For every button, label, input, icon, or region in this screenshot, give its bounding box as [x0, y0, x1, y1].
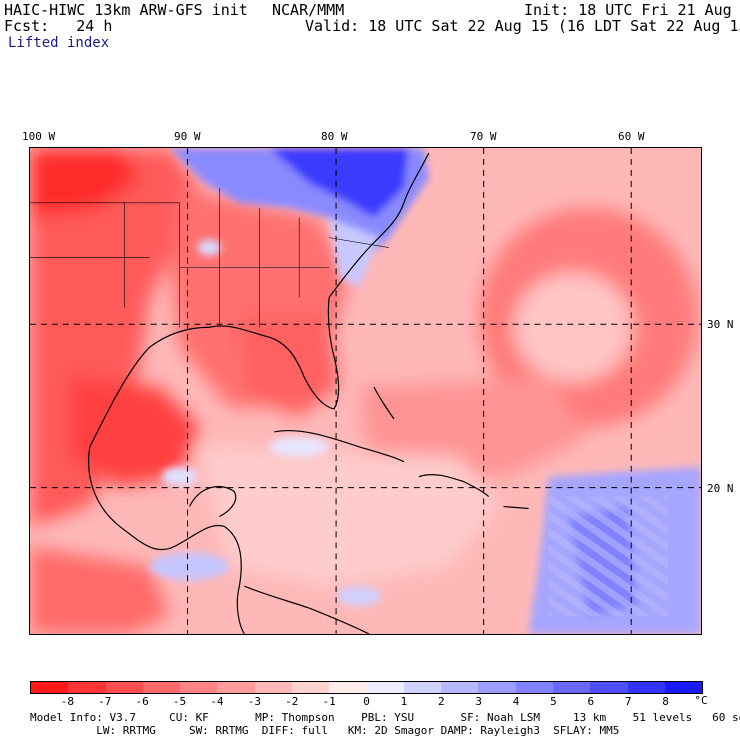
puerto-rico — [503, 505, 529, 510]
colorbar-tick-label: 8 — [662, 695, 669, 708]
hispaniola — [418, 474, 490, 497]
caribbean-light — [199, 446, 499, 587]
colorbar-swatch — [478, 682, 516, 693]
unstable-nw-core — [30, 148, 140, 218]
central-america-coast — [244, 585, 370, 634]
colorbar-tick-label: -1 — [322, 695, 336, 708]
colorbar-tick-label: -3 — [247, 695, 261, 708]
colorbar-tick-label: 3 — [475, 695, 482, 708]
model-info-line2: LW: RRTMG SW: RRTMG DIFF: full KM: 2D Sm… — [30, 724, 620, 737]
colorbar-tick-label: -6 — [135, 695, 149, 708]
stable-northeast-edge — [329, 217, 379, 288]
colorbar-tick-label: 7 — [624, 695, 632, 708]
colorbar-swatch — [217, 682, 255, 693]
colorbar-swatch — [329, 682, 367, 693]
yucatan — [188, 486, 237, 518]
colorbar-tick-label: 6 — [587, 695, 595, 708]
colorbar-swatch — [590, 682, 628, 693]
unstable-atlantic-south — [359, 377, 589, 477]
colorbar-unit: °C — [694, 694, 708, 707]
colorbar-swatch — [552, 682, 591, 693]
field-name: Lifted index — [8, 35, 110, 51]
unstable-texas — [69, 377, 200, 487]
cuba — [274, 429, 405, 463]
lat-label-30n: 30 N — [707, 318, 734, 331]
colorbar-tick-label: 4 — [512, 695, 520, 708]
lat-label-20n: 20 N — [707, 482, 734, 495]
mexico-coast — [88, 446, 245, 634]
colorbar-swatch — [180, 682, 218, 693]
colorbar-swatch — [68, 682, 106, 693]
lon-label-90w: 90 W — [174, 130, 201, 143]
valid-time: Valid: 18 UTC Sat 22 Aug 15 (16 LDT Sat … — [305, 17, 740, 35]
colorbar-swatch — [105, 682, 143, 693]
stable-northeast-core — [269, 148, 409, 218]
colorbar-swatch — [403, 682, 442, 693]
lon-label-80w: 80 W — [321, 130, 348, 143]
colorbar-tick-label: -5 — [172, 695, 187, 708]
model-title: HAIC-HIWC 13km ARW-GFS init — [4, 1, 248, 19]
colorbar-swatch — [291, 682, 330, 693]
colorbar-tick-label: -2 — [285, 695, 299, 708]
coastlines — [88, 152, 529, 634]
atlantic-ring-center — [513, 272, 634, 383]
colorbar-swatch — [366, 682, 404, 693]
colorbar-swatch — [254, 682, 292, 693]
colorbar-tick-label: -4 — [210, 695, 224, 708]
us-gulf-coast — [89, 297, 340, 448]
stable-patch-4 — [269, 436, 330, 457]
colorbar-swatch — [31, 682, 69, 693]
init-time: Init: 18 UTC Fri 21 Aug 15 — [524, 1, 740, 19]
colorbar-swatch — [627, 682, 665, 693]
colorbar-tick-label: -8 — [60, 695, 74, 708]
colorbar-swatch — [441, 682, 479, 693]
colorbar-tick-label: 2 — [437, 695, 445, 708]
graticule — [30, 148, 701, 634]
stable-patch-2 — [161, 466, 198, 487]
stable-wave-bands — [548, 496, 669, 617]
stable-patch-5 — [337, 586, 381, 607]
unstable-florida — [239, 317, 340, 417]
colorbar-swatch — [142, 682, 181, 693]
unstable-central-america — [30, 546, 170, 634]
colorbar-tick-label: -7 — [98, 695, 112, 708]
lon-label-100w: 100 W — [22, 130, 56, 143]
state-borders — [30, 187, 389, 328]
us-east-coast — [328, 152, 430, 298]
colorbar-swatch — [664, 682, 703, 693]
lon-label-70w: 70 W — [470, 130, 497, 143]
colorbar-tick-label: 1 — [400, 695, 408, 708]
colorbar — [30, 681, 703, 694]
colorbar-tick-label: 5 — [550, 695, 557, 708]
colorbar-tick-label: 0 — [363, 695, 370, 708]
bahamas — [373, 386, 395, 420]
lifted-index-map — [29, 147, 702, 635]
model-info-line1: Model Info: V3.7 CU: KF MP: Thompson PBL… — [30, 711, 740, 724]
colorbar-swatch — [515, 682, 553, 693]
stable-patch-1 — [197, 239, 222, 256]
lon-label-60w: 60 W — [618, 130, 645, 143]
agency-label: NCAR/MMM — [272, 1, 345, 19]
forecast-hour: Fcst: 24 h — [4, 17, 113, 35]
stable-patch-3 — [149, 552, 230, 581]
